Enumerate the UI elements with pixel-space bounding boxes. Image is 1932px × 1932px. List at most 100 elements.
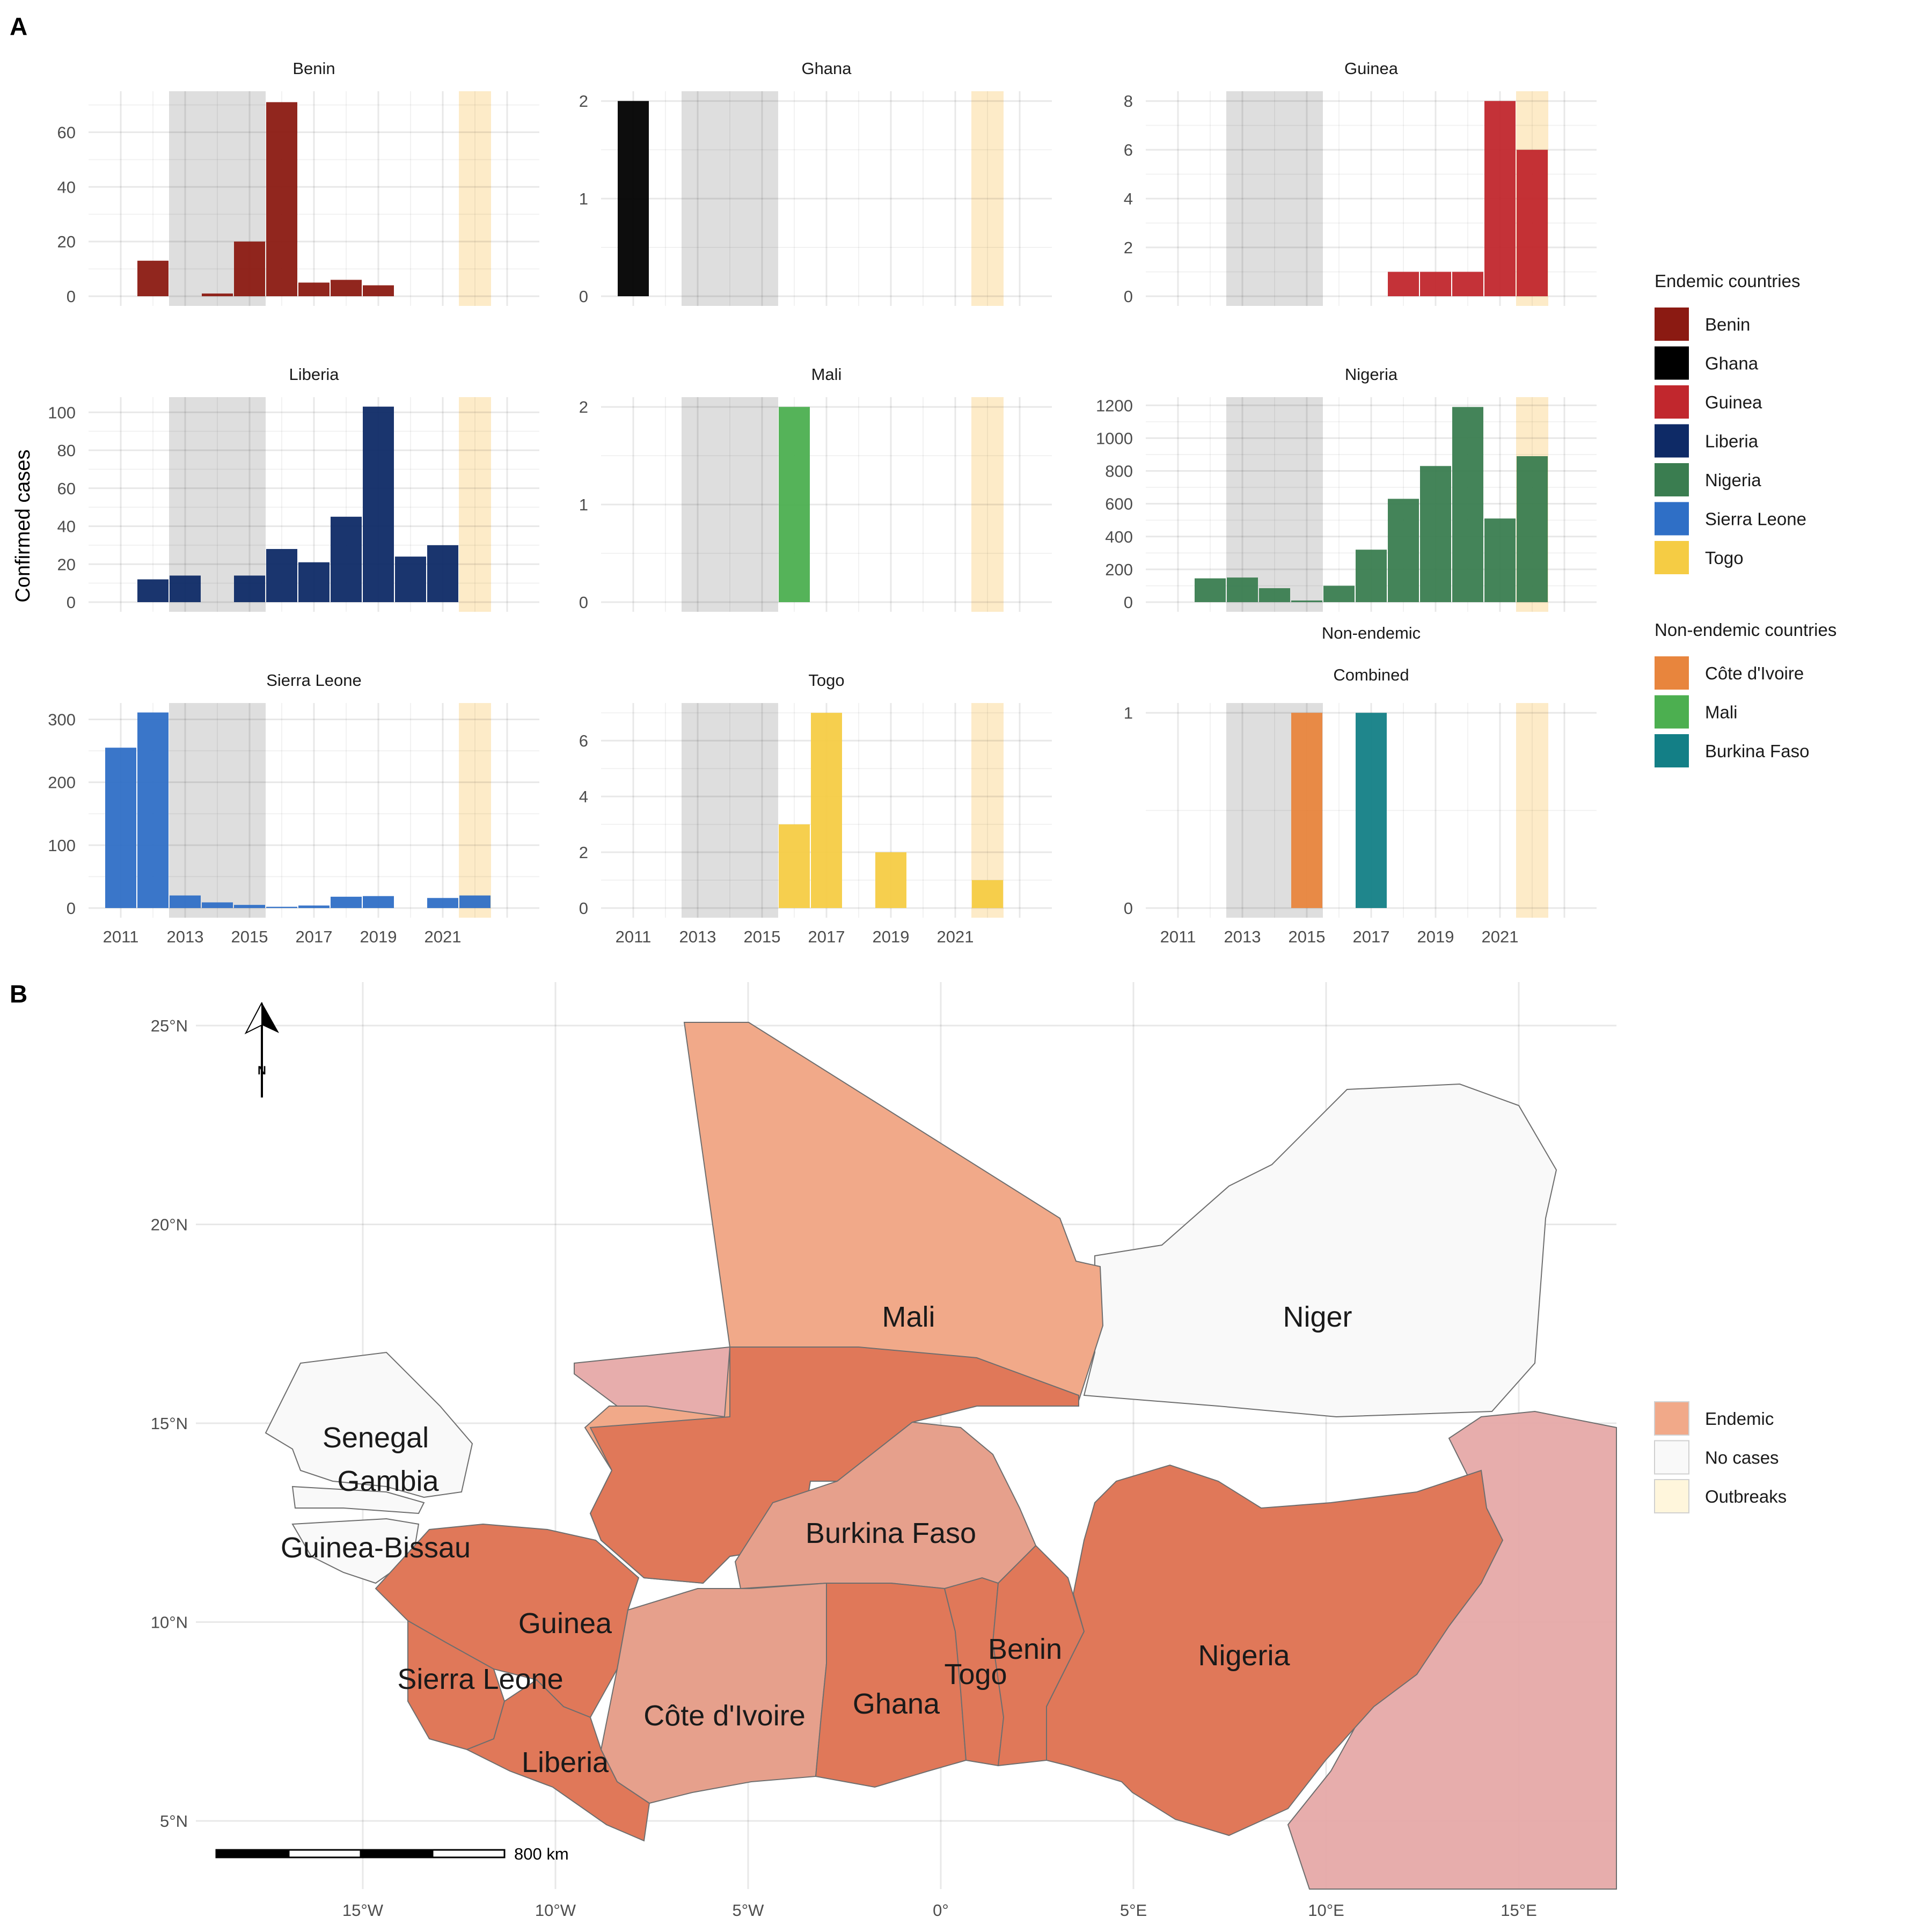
legend-endemic-label: Ghana — [1705, 354, 1759, 374]
y-tick-label: 0 — [67, 287, 76, 306]
bar — [427, 545, 458, 602]
map-legend-swatch — [1654, 1479, 1689, 1513]
bar — [1259, 588, 1290, 602]
bar — [1517, 456, 1548, 602]
facet-title-line1: Non-endemic — [1322, 624, 1421, 642]
country-label: Burkina Faso — [806, 1517, 976, 1549]
country-label: Mali — [882, 1301, 935, 1333]
y-tick-label: 20 — [57, 232, 76, 251]
legend-endemic-swatch — [1655, 308, 1689, 341]
y-tick-label: 20 — [57, 555, 76, 574]
shade-period — [682, 397, 778, 612]
legend-endemic-label: Guinea — [1705, 392, 1762, 412]
x-tick-label: 2015 — [231, 927, 268, 946]
bar — [234, 905, 265, 908]
bar — [266, 906, 297, 908]
facet-title: Nigeria — [1345, 365, 1398, 384]
bar — [459, 895, 491, 908]
shade-recent — [971, 397, 1004, 612]
y-tick-label: 4 — [1124, 189, 1133, 208]
y-tick-label: 40 — [57, 178, 76, 196]
y-axis-label: Confirmed cases — [12, 449, 34, 602]
lat-tick-label: 20°N — [151, 1216, 188, 1234]
legend-endemic-label: Sierra Leone — [1705, 509, 1806, 529]
north-arrow-label: N — [258, 1064, 266, 1077]
shade-period — [169, 703, 266, 918]
y-tick-label: 60 — [57, 479, 76, 498]
country-cote-divoire — [600, 1582, 838, 1804]
bar — [137, 260, 169, 296]
bar — [1517, 150, 1548, 296]
country-label: Gambia — [337, 1465, 439, 1497]
lat-tick-label: 10°N — [151, 1613, 188, 1632]
y-tick-label: 200 — [48, 773, 76, 792]
y-tick-label: 600 — [1105, 495, 1133, 514]
y-tick-label: 0 — [1124, 899, 1133, 918]
legend-endemic-swatch — [1655, 463, 1689, 496]
bar — [170, 575, 201, 602]
lon-tick-label: 0° — [933, 1901, 949, 1920]
country-label: Sierra Leone — [397, 1663, 563, 1695]
country-label: Senegal — [323, 1422, 429, 1454]
bar — [1388, 499, 1419, 602]
legend-endemic-swatch — [1655, 541, 1689, 574]
facet-title: Ghana — [801, 59, 852, 78]
facet-title: Benin — [292, 59, 335, 78]
panel-b: B Mali Niger Senegal Gambia Guinea-Bissau Guin… — [10, 980, 1787, 1920]
y-tick-label: 60 — [57, 123, 76, 142]
y-tick-label: 100 — [48, 403, 76, 422]
scale-bar: 800 km — [215, 1845, 569, 1863]
shade-period — [1226, 397, 1323, 612]
y-tick-label: 4 — [579, 787, 588, 806]
legend-endemic-label: Togo — [1705, 548, 1744, 568]
facet-guinea: 0 2 4 6 8 Guinea — [1124, 59, 1597, 306]
country-label: Liberia — [522, 1746, 609, 1779]
facet-title: Sierra Leone — [266, 671, 362, 690]
legend-nonendemic-label: Burkina Faso — [1705, 741, 1809, 761]
x-tick-label: 2021 — [937, 927, 974, 946]
lon-tick-label: 10°W — [535, 1901, 576, 1920]
legend-nonendemic-swatch — [1655, 656, 1689, 690]
facet-non-endemic-combined: 0 1 Non-endemic Combined 2011 2013 2015 2017 201… — [1124, 624, 1597, 946]
bar — [427, 898, 458, 908]
bar — [1323, 586, 1355, 602]
x-tick-label: 2019 — [873, 927, 910, 946]
facet-liberia: 0 20 40 60 80 100 Liberia — [48, 365, 539, 612]
legend-nonendemic-title: Non-endemic countries — [1655, 620, 1836, 640]
map-legend-label: No cases — [1705, 1448, 1779, 1468]
y-tick-label: 1 — [579, 495, 588, 514]
lat-tick-label: 5°N — [160, 1812, 188, 1831]
lat-tick-label: 25°N — [151, 1016, 188, 1035]
legend-nonendemic-label: Côte d'Ivoire — [1705, 663, 1804, 683]
y-tick-label: 2 — [579, 398, 588, 416]
legend-a: Endemic countries Benin Ghana Guinea Liberia… — [1655, 271, 1836, 767]
y-tick-label: 0 — [579, 593, 588, 612]
map-legend-label: Outbreaks — [1705, 1487, 1787, 1506]
facet-title: Guinea — [1344, 59, 1399, 78]
bar — [202, 902, 233, 908]
bar — [1484, 518, 1516, 602]
legend-endemic-title: Endemic countries — [1655, 271, 1800, 291]
x-tick-label: 2013 — [1224, 927, 1261, 946]
bar — [779, 407, 810, 602]
facet-mali: 0 1 2 Mali — [579, 365, 1052, 612]
shade-recent — [459, 91, 491, 306]
country-label: Guinea-Bissau — [281, 1532, 471, 1564]
country-label: Nigeria — [1198, 1640, 1290, 1672]
country-label: Benin — [988, 1633, 1062, 1665]
facet-sierra-leone: 0 100 200 300 Sierra Leone 2011 2013 2015 2017 20… — [48, 671, 539, 946]
y-tick-label: 400 — [1105, 528, 1133, 546]
bar — [1227, 577, 1258, 602]
bar — [811, 713, 842, 908]
y-tick-label: 200 — [1105, 560, 1133, 579]
facet-title-line2: Combined — [1333, 665, 1409, 684]
facet-togo: 0 2 4 6 Togo 2011 2013 2015 2017 2019 2021 — [579, 671, 1052, 946]
bar — [298, 562, 330, 602]
x-tick-label: 2015 — [1289, 927, 1326, 946]
bar — [137, 579, 169, 602]
lat-tick-label: 15°N — [151, 1414, 188, 1433]
lon-tick-label: 15°W — [342, 1901, 384, 1920]
shade-recent — [459, 397, 491, 612]
bar — [331, 280, 362, 296]
